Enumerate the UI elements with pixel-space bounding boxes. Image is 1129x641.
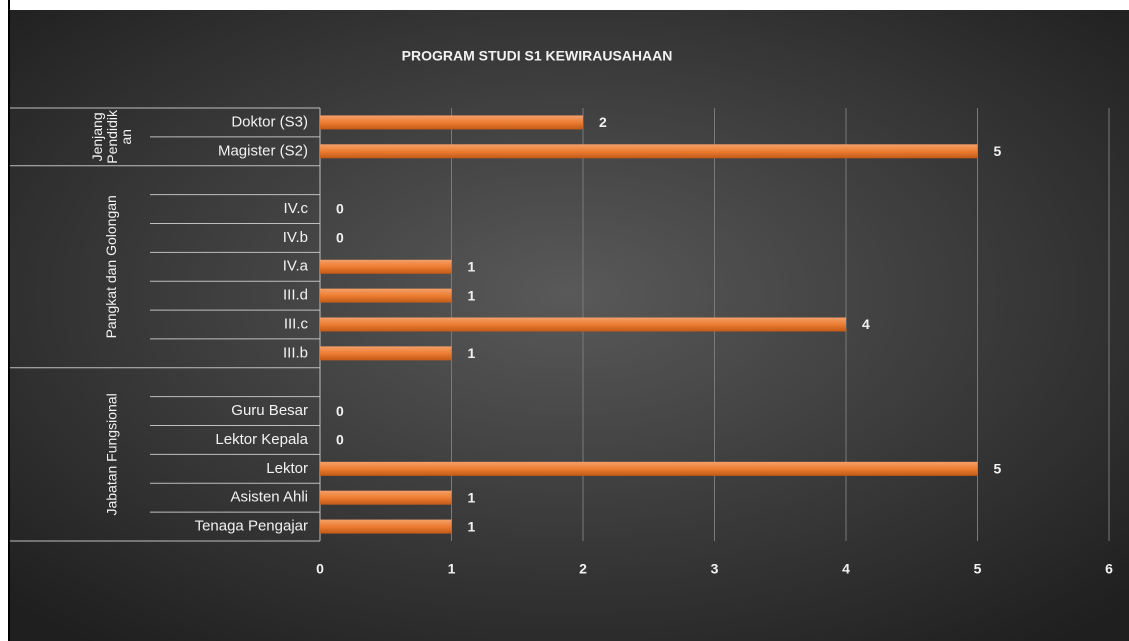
- chart-title: PROGRAM STUDI S1 KEWIRAUSAHAAN: [402, 48, 673, 64]
- group-label-box: Jenjang Pendidikan: [88, 110, 135, 164]
- data-label: 1: [468, 345, 476, 361]
- x-tick-label: 5: [974, 561, 982, 577]
- x-tick-label: 6: [1105, 561, 1113, 577]
- bar: [320, 461, 978, 476]
- data-label: 5: [994, 461, 1002, 477]
- y-tick-label: Magister (S2): [218, 142, 308, 159]
- data-label: 0: [336, 403, 344, 419]
- y-tick-label: Lektor: [266, 460, 308, 477]
- data-label: 1: [468, 258, 476, 274]
- group-label-box: Jabatan Fungsional: [103, 393, 120, 516]
- x-tick-label: 1: [448, 561, 456, 577]
- y-tick-label: III.c: [284, 315, 309, 332]
- y-tick-label: III.d: [283, 287, 308, 304]
- y-tick-label: Guru Besar: [231, 402, 308, 419]
- bar: [320, 259, 452, 274]
- data-label: 1: [468, 287, 476, 303]
- y-tick-label: Lektor Kepala: [215, 431, 308, 448]
- data-label: 1: [468, 489, 476, 505]
- group-label: Jabatan Fungsional: [103, 393, 120, 516]
- data-label: 0: [336, 432, 344, 448]
- data-label: 4: [862, 316, 870, 332]
- data-label: 5: [994, 143, 1002, 159]
- data-label: 1: [468, 518, 476, 534]
- y-tick-label: Asisten Ahli: [230, 489, 308, 506]
- y-tick-label: III.b: [283, 344, 308, 361]
- y-tick-label: Tenaga Pengajar: [195, 518, 308, 535]
- y-tick-label: IV.b: [283, 229, 308, 246]
- group-label: Jenjang Pendidikan: [88, 110, 135, 164]
- y-tick-label: IV.c: [284, 200, 309, 217]
- data-label: 0: [336, 230, 344, 246]
- bar: [320, 346, 452, 361]
- y-tick-label: Doktor (S3): [231, 113, 308, 130]
- x-tick-label: 2: [579, 561, 587, 577]
- bar: [320, 288, 452, 303]
- x-tick-label: 3: [711, 561, 719, 577]
- bar: [320, 144, 978, 159]
- x-tick-label: 4: [842, 561, 850, 577]
- data-label: 2: [599, 114, 607, 130]
- group-label-box: Pangkat dan Golongan: [103, 195, 120, 339]
- bar: [320, 115, 583, 130]
- bar: [320, 317, 846, 332]
- x-tick-label: 0: [316, 561, 324, 577]
- bar: [320, 519, 452, 534]
- bar: [320, 490, 452, 505]
- data-label: 0: [336, 201, 344, 217]
- group-label: Pangkat dan Golongan: [103, 195, 120, 339]
- y-tick-label: IV.a: [283, 258, 309, 275]
